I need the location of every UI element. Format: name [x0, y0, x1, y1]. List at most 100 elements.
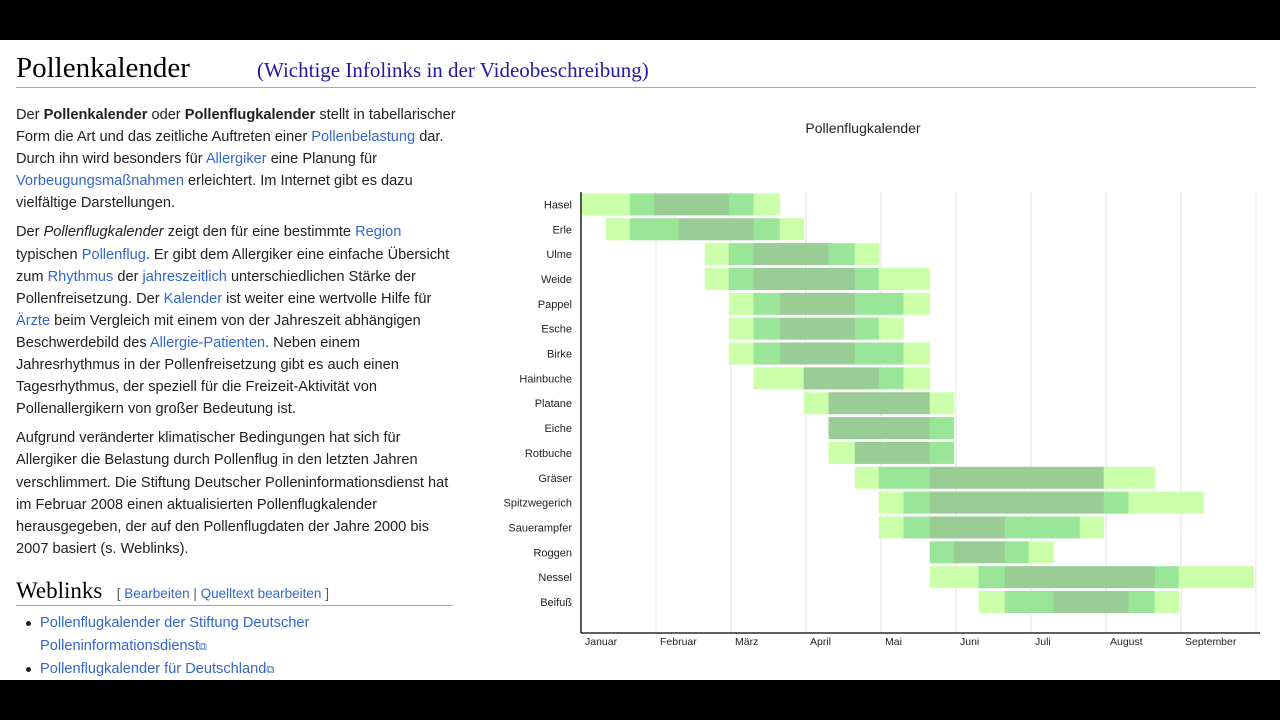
month-label: Januar	[585, 636, 618, 648]
article-link[interactable]: Rhythmus	[47, 268, 114, 285]
pollen-bar-level-2	[753, 342, 781, 365]
article-body: Der Pollenkalender oder Pollenflugkalend…	[16, 104, 456, 567]
intro-paragraph: Der Pollenkalender oder Pollenflugkalend…	[16, 104, 456, 214]
month-label: Mai	[885, 636, 902, 648]
plant-label: Esche	[541, 324, 572, 336]
pollen-bar-level-1	[929, 566, 979, 589]
pollen-bar-level-1	[753, 367, 805, 390]
pollen-bar-level-3	[779, 292, 856, 315]
plant-label: Rotbuche	[525, 448, 572, 460]
pollen-bar-level-2	[1004, 591, 1054, 614]
pollen-bar-level-3	[753, 267, 856, 290]
month-label: September	[1185, 636, 1237, 648]
plant-label: Sauerampfer	[508, 522, 572, 534]
pollen-bar-level-1	[1079, 516, 1105, 539]
pollen-bar-level-1	[605, 218, 631, 241]
edit-section-link[interactable]: Bearbeiten	[124, 586, 190, 601]
article-link[interactable]: Pollenbelastung	[311, 129, 416, 146]
pollen-bar-level-1	[728, 317, 754, 340]
pollen-bar-level-1	[854, 243, 880, 266]
article-link[interactable]: Allergie-Patienten	[149, 334, 266, 351]
external-link-icon: ⧉	[199, 640, 207, 653]
plant-label: Birke	[547, 349, 572, 361]
article-link[interactable]: Vorbeugungsmaßnahmen	[16, 173, 184, 190]
article-link[interactable]: Region	[355, 224, 402, 241]
article-link[interactable]: jahreszeitlich	[142, 268, 227, 285]
plant-label: Beifuß	[540, 597, 572, 609]
pollen-bar-level-2	[629, 193, 655, 216]
weblink-item: Pollenflugkalender der Stiftung Deutsche…	[26, 612, 460, 658]
plant-label: Gräser	[538, 473, 572, 485]
month-label: Juli	[1035, 636, 1051, 648]
pollen-bar-level-2	[1004, 541, 1030, 564]
pollen-bar-level-1	[753, 193, 781, 216]
pollen-bar-level-1	[903, 292, 931, 315]
plant-label: Hainbuche	[519, 373, 572, 385]
pollen-bar-level-2	[1004, 516, 1081, 539]
pollen-bar-level-2	[629, 218, 679, 241]
plant-label: Nessel	[538, 572, 572, 584]
pollen-bar-level-3	[854, 441, 931, 464]
pollen-bar-level-2	[1128, 591, 1156, 614]
bold-term: Pollenkalender	[43, 107, 148, 123]
text-run: beim Vergleich mit einem von der Jahresz…	[16, 312, 421, 351]
text-run: zeigt den für eine bestimmte	[163, 224, 356, 241]
pollen-bar-level-1	[728, 342, 754, 365]
update-paragraph: Aufgrund veränderter klimatischer Beding…	[16, 427, 456, 560]
text-run: Aufgrund veränderter klimatischer Beding…	[16, 430, 449, 557]
text-run: typischen	[16, 246, 82, 263]
text-run: stellt in tabellarischer Form die Art un…	[16, 107, 456, 146]
bar-layer	[581, 193, 1255, 614]
pollen-bar-level-2	[753, 292, 781, 315]
pollen-bar-level-1	[704, 243, 730, 266]
text-run: unterschiedlichen Stärke der Pollenfreis…	[16, 268, 416, 307]
article-link[interactable]: Allergiker	[205, 151, 267, 168]
pollen-bar-level-2	[753, 218, 781, 241]
weblinks-title: Weblinks	[16, 578, 103, 603]
pollen-bar-level-2	[929, 441, 955, 464]
text-run: oder	[147, 107, 185, 123]
edit-separator: |	[189, 586, 201, 601]
text-run: eine Planung für	[266, 151, 377, 168]
weblink-deutschland[interactable]: Pollenflugkalender für Deutschland⧉	[40, 661, 274, 677]
pollen-bar-level-2	[903, 491, 931, 514]
weblinks-heading: Weblinks [ Bearbeiten | Quelltext bearbe…	[16, 578, 453, 606]
pollen-bar-level-3	[929, 466, 1105, 489]
text-run: Der	[16, 107, 44, 123]
plant-label: Roggen	[533, 547, 572, 559]
info-link-note: (Wichtige Infolinks in der Videobeschrei…	[257, 58, 649, 82]
pollen-bar-level-1	[1128, 491, 1204, 514]
heading-row: Pollenkalender (Wichtige Infolinks in de…	[16, 50, 1256, 88]
weblink-item: Pollenflugkalender für Deutschland⧉	[26, 658, 460, 680]
edit-source-link[interactable]: Quelltext bearbeiten	[200, 586, 322, 601]
plant-label: Ulme	[546, 249, 572, 261]
description-paragraph: Der Pollenflugkalender zeigt den für ein…	[16, 221, 456, 420]
external-link-icon: ⧉	[266, 664, 275, 676]
plant-label: Eiche	[544, 423, 572, 435]
pollen-bar-level-2	[929, 417, 955, 440]
pollen-bar-level-1	[878, 317, 904, 340]
text-run: . Neben einem Jahresrhythmus in der Poll…	[16, 334, 399, 418]
pollen-bar-level-2	[728, 267, 754, 290]
pollen-bar-level-1	[878, 516, 904, 539]
plant-label: Erle	[552, 224, 572, 236]
plant-label: Pappel	[538, 299, 572, 311]
pollen-bar-level-1	[929, 392, 955, 415]
article-link[interactable]: Pollenflug	[81, 246, 146, 263]
pollen-bar-level-2	[903, 516, 931, 539]
article-link[interactable]: Kalender	[163, 290, 223, 307]
text-run: dar. Durch ihn wird besonders für	[16, 129, 444, 168]
bold-term: Pollenflugkalender	[184, 107, 316, 123]
pollen-bar-level-1	[803, 392, 829, 415]
article-link[interactable]: Ärzte	[16, 312, 51, 329]
month-label: August	[1110, 636, 1143, 648]
month-label: Juni	[960, 636, 979, 648]
pollen-bar-level-2	[978, 566, 1006, 589]
pollen-bar-level-1	[903, 367, 931, 390]
weblink-polleninformationsdienst[interactable]: Pollenflugkalender der Stiftung Deutsche…	[40, 615, 309, 654]
edit-bracket-close: ]	[321, 586, 329, 601]
pollen-bar-level-1	[779, 218, 805, 241]
weblinks-list: Pollenflugkalender der Stiftung Deutsche…	[26, 612, 460, 680]
pollen-bar-level-2	[854, 292, 904, 315]
page-title: Pollenkalender	[16, 52, 190, 84]
